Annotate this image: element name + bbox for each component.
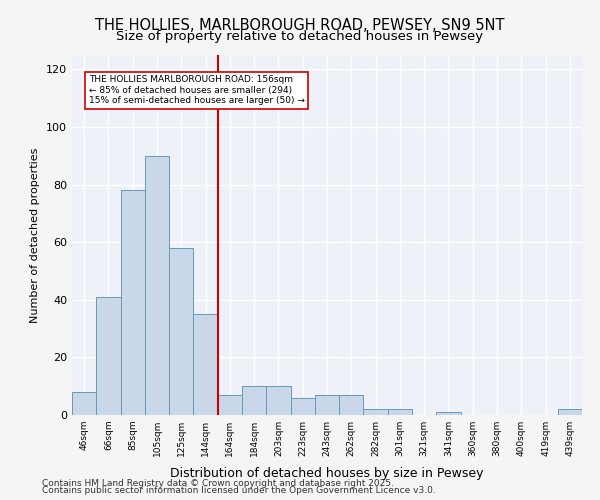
Text: THE HOLLIES, MARLBOROUGH ROAD, PEWSEY, SN9 5NT: THE HOLLIES, MARLBOROUGH ROAD, PEWSEY, S… (95, 18, 505, 32)
Bar (169, 248, 193, 415)
Bar (145, 156, 169, 415)
Bar (436, 412, 461, 415)
Y-axis label: Number of detached properties: Number of detached properties (31, 148, 40, 322)
Bar (290, 398, 315, 415)
Text: Size of property relative to detached houses in Pewsey: Size of property relative to detached ho… (116, 30, 484, 43)
Bar (72, 392, 96, 415)
Text: Contains HM Land Registry data © Crown copyright and database right 2025.: Contains HM Land Registry data © Crown c… (42, 478, 394, 488)
Bar (339, 395, 364, 415)
Text: THE HOLLIES MARLBOROUGH ROAD: 156sqm
← 85% of detached houses are smaller (294)
: THE HOLLIES MARLBOROUGH ROAD: 156sqm ← 8… (89, 75, 305, 105)
Bar (193, 314, 218, 415)
Bar (96, 297, 121, 415)
Bar (558, 409, 582, 415)
Bar (266, 386, 290, 415)
Bar (218, 395, 242, 415)
Bar (364, 409, 388, 415)
Text: Contains public sector information licensed under the Open Government Licence v3: Contains public sector information licen… (42, 486, 436, 495)
Bar (388, 409, 412, 415)
Bar (121, 190, 145, 415)
Bar (242, 386, 266, 415)
X-axis label: Distribution of detached houses by size in Pewsey: Distribution of detached houses by size … (170, 468, 484, 480)
Bar (315, 395, 339, 415)
